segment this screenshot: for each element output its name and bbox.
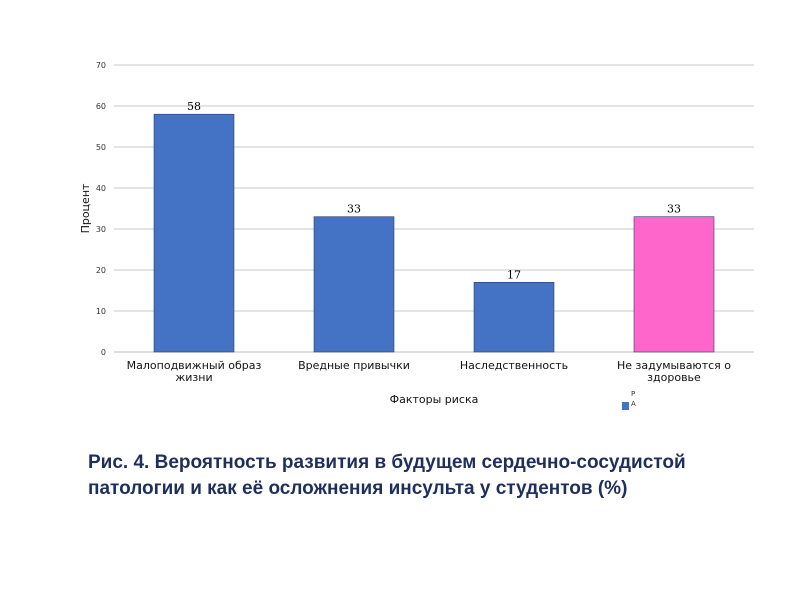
x-tick-label: здоровье [647,371,701,384]
bar [633,216,715,353]
x-tick-label: жизни [175,371,212,384]
x-tick-label: Не задумываются о [617,359,731,372]
legend-marker [622,402,629,410]
data-labels: 58 33 17 33 [187,100,681,281]
y-tick-label: 70 [96,61,106,70]
x-tick-label: Малоподвижный образ [127,359,262,372]
bar-chart: 0 10 20 30 40 50 60 70 58 33 17 33 Малоподвижный о… [79,61,754,410]
bar [473,281,555,353]
data-label: 33 [347,203,361,216]
y-tick-label: 40 [96,184,106,193]
y-tick-label: 30 [96,225,106,234]
data-label: 17 [507,268,521,281]
y-tick-label: 0 [101,348,106,357]
y-tick-label: 50 [96,143,106,152]
data-label: 33 [667,203,681,216]
y-tick-label: 10 [96,307,106,316]
bar [153,113,235,353]
x-tick-label: Наследственность [460,359,568,372]
y-tick-label: 60 [96,102,106,111]
bar [313,216,395,353]
y-axis-ticks: 0 10 20 30 40 50 60 70 [96,61,106,357]
legend-label: Р [631,390,635,398]
legend: РА [622,390,636,410]
x-tick-label: Вредные привычки [298,359,410,372]
y-axis-title: Процент [79,183,92,233]
data-label: 58 [187,100,201,113]
legend-label: А [631,400,636,408]
bars [153,113,715,353]
y-tick-label: 20 [96,266,106,275]
figure-caption: Рис. 4. Вероятность развития в будущем с… [88,452,686,500]
x-axis-title: Факторы риска [390,393,479,406]
